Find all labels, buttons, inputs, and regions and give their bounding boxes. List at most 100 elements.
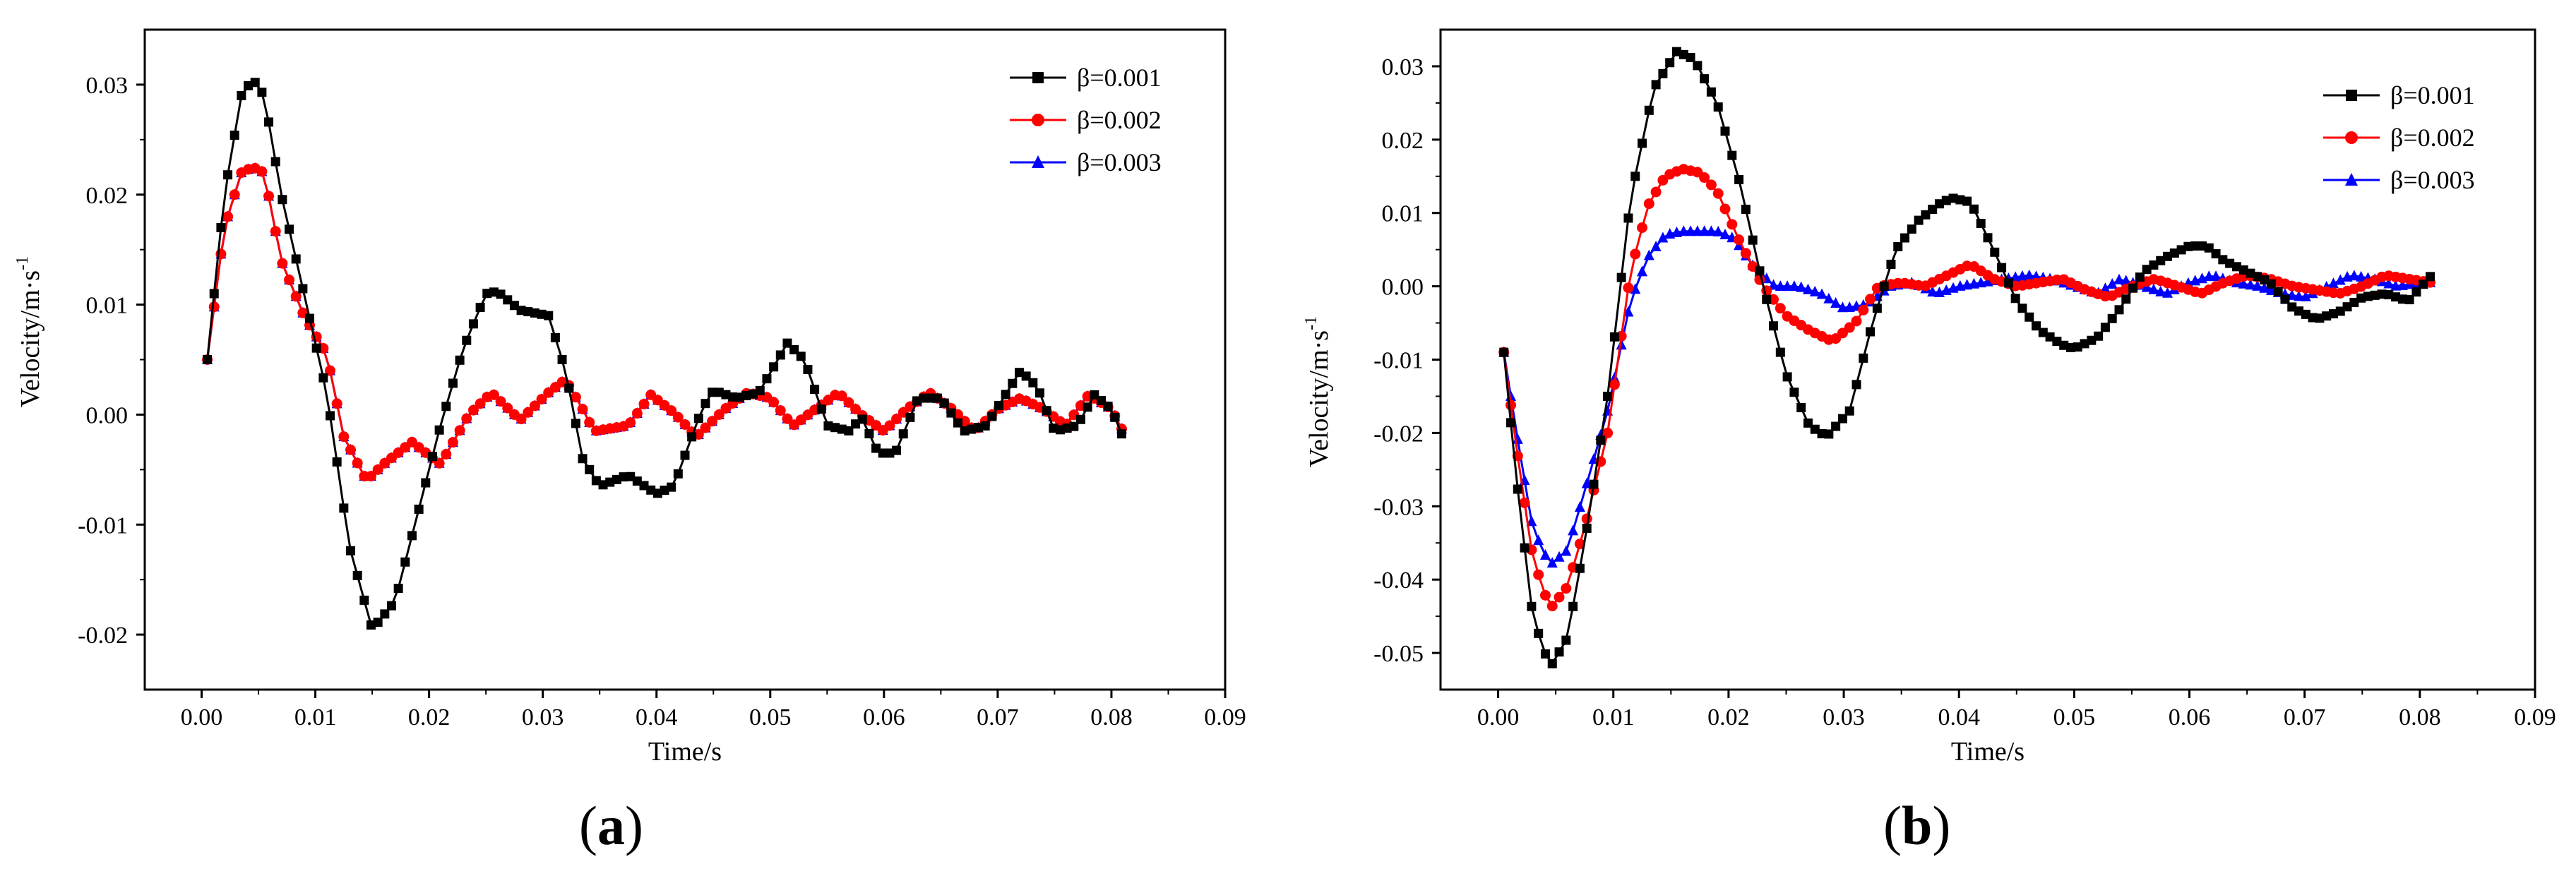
data-point [352, 570, 362, 580]
data-point [1554, 591, 1565, 603]
data-point [2059, 340, 2069, 350]
data-point [1637, 265, 1648, 277]
data-point [223, 170, 233, 180]
x-axis-label: Time/s [648, 737, 722, 767]
data-point [1941, 196, 1951, 205]
data-point [2211, 249, 2221, 259]
data-point [2370, 290, 2380, 300]
data-point [857, 414, 867, 424]
data-point [1837, 414, 1847, 424]
data-point [2308, 313, 2318, 323]
series-2 [202, 162, 1127, 482]
data-point [980, 421, 990, 431]
data-point [2252, 280, 2263, 291]
data-point [2135, 272, 2145, 282]
data-point [1900, 233, 1910, 243]
data-point [905, 412, 915, 422]
data-point [1851, 316, 1862, 327]
data-point [434, 425, 444, 435]
y-tick-label: 0.01 [86, 293, 129, 319]
panel-label-b-open: ( [1883, 795, 1902, 856]
data-point [2231, 262, 2241, 272]
data-point [441, 449, 452, 460]
data-point [277, 258, 288, 269]
data-point [331, 398, 342, 409]
plot-frame [1439, 28, 2536, 691]
data-point [1796, 403, 1806, 413]
data-point [523, 407, 534, 418]
data-point [1001, 390, 1010, 400]
data-point [1630, 248, 1641, 260]
data-point [693, 414, 703, 424]
data-point [816, 404, 826, 414]
x-tick-label: 0.07 [977, 704, 1019, 731]
data-point [1705, 225, 1717, 236]
data-point [1948, 193, 1958, 203]
data-point [2087, 335, 2097, 345]
x-tick-label: 0.09 [2514, 704, 2556, 731]
data-point [203, 355, 213, 364]
data-point [2162, 287, 2174, 298]
data-point [2017, 304, 2027, 313]
y-tick-label: -0.03 [1373, 494, 1424, 520]
data-point [1976, 219, 1986, 229]
data-point [305, 313, 315, 323]
data-point [850, 404, 861, 415]
data-point [1527, 601, 1537, 611]
data-point [1775, 347, 1785, 357]
series-1 [203, 78, 1126, 630]
data-point [1678, 49, 1688, 59]
data-point [1561, 545, 1572, 556]
data-point [1712, 188, 1724, 199]
data-point [1568, 524, 1579, 536]
data-point [2260, 275, 2270, 285]
data-point [2204, 243, 2214, 253]
data-point [1693, 61, 1703, 71]
data-point [2315, 313, 2325, 323]
data-point [1830, 297, 1842, 308]
data-point [2100, 323, 2110, 332]
data-point [2106, 277, 2118, 289]
series-3 [1498, 225, 2436, 568]
data-point [1075, 414, 1085, 424]
data-point [762, 374, 772, 384]
data-point [892, 445, 902, 455]
data-point [1561, 583, 1572, 594]
data-point [1692, 225, 1703, 236]
legend-marker [2345, 173, 2358, 186]
data-point [1643, 249, 1654, 260]
legend-label: β=0.001 [2390, 81, 2475, 109]
data-point [1671, 47, 1681, 56]
data-point [386, 601, 396, 611]
data-point [1678, 225, 1689, 236]
data-point [1574, 501, 1585, 512]
data-point [707, 416, 718, 427]
data-point [2031, 270, 2042, 282]
data-point [550, 332, 560, 342]
data-point [448, 378, 458, 388]
x-tick-label: 0.03 [1823, 704, 1865, 731]
data-point [1769, 321, 1779, 331]
data-point [365, 471, 376, 482]
data-point [462, 335, 472, 345]
data-point [359, 595, 369, 605]
data-point [1699, 225, 1710, 236]
data-point [2094, 331, 2104, 341]
data-point [1547, 659, 1557, 668]
data-point [2099, 282, 2111, 294]
data-point [1872, 304, 1882, 313]
data-point [1534, 628, 1544, 638]
data-point [372, 464, 383, 475]
data-point [2128, 283, 2138, 293]
data-point [2397, 294, 2407, 304]
data-point [229, 131, 239, 140]
data-point [2390, 280, 2402, 291]
data-point [2384, 290, 2394, 300]
data-point [2266, 279, 2276, 289]
data-point [1657, 232, 1669, 243]
data-point [488, 389, 499, 400]
data-point [1706, 87, 1716, 97]
data-point [2032, 321, 2041, 331]
data-point [2038, 328, 2048, 337]
series-line [1503, 168, 2431, 608]
